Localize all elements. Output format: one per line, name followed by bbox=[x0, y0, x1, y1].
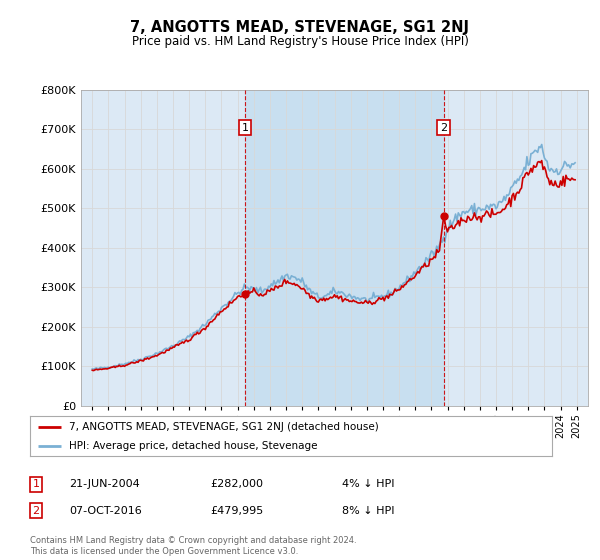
Text: 4% ↓ HPI: 4% ↓ HPI bbox=[342, 479, 395, 489]
Text: £282,000: £282,000 bbox=[210, 479, 263, 489]
Text: Price paid vs. HM Land Registry's House Price Index (HPI): Price paid vs. HM Land Registry's House … bbox=[131, 35, 469, 48]
Text: £479,995: £479,995 bbox=[210, 506, 263, 516]
Text: 21-JUN-2004: 21-JUN-2004 bbox=[69, 479, 140, 489]
Text: 2: 2 bbox=[32, 506, 40, 516]
Text: 07-OCT-2016: 07-OCT-2016 bbox=[69, 506, 142, 516]
Text: Contains HM Land Registry data © Crown copyright and database right 2024.
This d: Contains HM Land Registry data © Crown c… bbox=[30, 536, 356, 556]
Text: HPI: Average price, detached house, Stevenage: HPI: Average price, detached house, Stev… bbox=[69, 441, 317, 451]
Text: 1: 1 bbox=[242, 123, 249, 133]
Text: 7, ANGOTTS MEAD, STEVENAGE, SG1 2NJ: 7, ANGOTTS MEAD, STEVENAGE, SG1 2NJ bbox=[131, 20, 470, 35]
Text: 8% ↓ HPI: 8% ↓ HPI bbox=[342, 506, 395, 516]
Text: 7, ANGOTTS MEAD, STEVENAGE, SG1 2NJ (detached house): 7, ANGOTTS MEAD, STEVENAGE, SG1 2NJ (det… bbox=[69, 422, 379, 432]
Text: 2: 2 bbox=[440, 123, 448, 133]
Bar bbox=[245, 90, 444, 406]
Text: 1: 1 bbox=[32, 479, 40, 489]
